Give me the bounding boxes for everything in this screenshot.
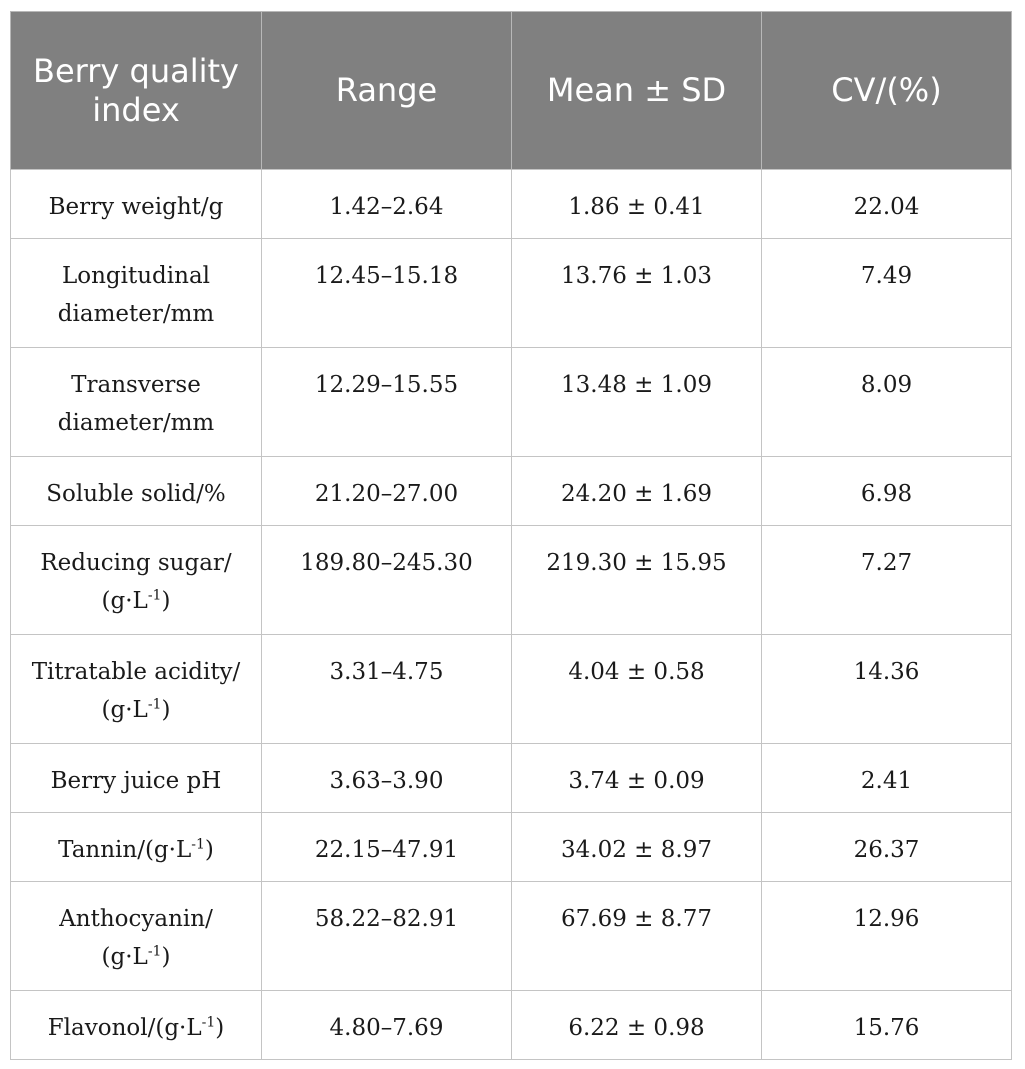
table-row: Anthocyanin/ (g·L-1) 58.22–82.91 67.69 ±… [10,881,1012,991]
cv-cell: 7.27 [761,525,1012,635]
cv-cell: 7.49 [761,238,1012,348]
mean-sd-cell: 24.20 ± 1.69 [511,456,762,526]
mean-sd-cell: 4.04 ± 0.58 [511,634,762,744]
table-row: Transverse diameter/mm 12.29–15.55 13.48… [10,347,1012,457]
index-text: Soluble solid/% [46,481,226,507]
cv-cell: 14.36 [761,634,1012,744]
mean-sd-cell: 13.48 ± 1.09 [511,347,762,457]
range-cell: 1.42–2.64 [261,169,512,239]
table-row: Berry juice pH 3.63–3.90 3.74 ± 0.09 2.4… [10,743,1012,813]
range-cell: 3.63–3.90 [261,743,512,813]
row-index-label: Flavonol/(g·L-1) [10,990,262,1060]
index-text-line2: diameter/mm [57,410,215,436]
index-text: Tannin/(g·L-1) [58,836,214,863]
row-index-label: Transverse diameter/mm [10,347,262,457]
header-mean-sd: Mean ± SD [511,11,762,170]
cv-cell: 8.09 [761,347,1012,457]
unit-text: (g·L-1) [101,696,171,723]
range-cell: 189.80–245.30 [261,525,512,635]
berry-quality-table: Berry quality index Range Mean ± SD CV/(… [10,11,1012,1060]
row-index-label: Tannin/(g·L-1) [10,812,262,882]
index-text: Titratable acidity/ [31,659,241,685]
row-index-label: Reducing sugar/ (g·L-1) [10,525,262,635]
range-cell: 12.29–15.55 [261,347,512,457]
mean-sd-cell: 13.76 ± 1.03 [511,238,762,348]
cv-cell: 6.98 [761,456,1012,526]
index-text-line2: diameter/mm [57,301,215,327]
index-text: Reducing sugar/ [40,550,232,576]
table-header: Berry quality index Range Mean ± SD CV/(… [10,11,1012,170]
cv-cell: 15.76 [761,990,1012,1060]
row-index-label: Soluble solid/% [10,456,262,526]
table-body: Berry weight/g 1.42–2.64 1.86 ± 0.41 22.… [10,169,1012,1060]
index-text: Berry weight/g [48,194,224,220]
row-index-label: Berry weight/g [10,169,262,239]
range-cell: 3.31–4.75 [261,634,512,744]
cv-cell: 2.41 [761,743,1012,813]
row-index-label: Anthocyanin/ (g·L-1) [10,881,262,991]
mean-sd-cell: 219.30 ± 15.95 [511,525,762,635]
table-row: Soluble solid/% 21.20–27.00 24.20 ± 1.69… [10,456,1012,526]
table-row: Longitudinal diameter/mm 12.45–15.18 13.… [10,238,1012,348]
row-index-label: Longitudinal diameter/mm [10,238,262,348]
range-cell: 21.20–27.00 [261,456,512,526]
mean-sd-cell: 1.86 ± 0.41 [511,169,762,239]
table-row: Reducing sugar/ (g·L-1) 189.80–245.30 21… [10,525,1012,635]
header-berry-quality-index: Berry quality index [10,11,262,170]
range-cell: 12.45–15.18 [261,238,512,348]
row-index-label: Berry juice pH [10,743,262,813]
cv-cell: 22.04 [761,169,1012,239]
mean-sd-cell: 6.22 ± 0.98 [511,990,762,1060]
header-cv: CV/(%) [761,11,1012,170]
header-row: Berry quality index Range Mean ± SD CV/(… [10,11,1012,170]
header-range: Range [261,11,512,170]
table-row: Berry weight/g 1.42–2.64 1.86 ± 0.41 22.… [10,169,1012,239]
row-index-label: Titratable acidity/ (g·L-1) [10,634,262,744]
index-text: Transverse [71,372,201,398]
mean-sd-cell: 67.69 ± 8.77 [511,881,762,991]
table-row: Flavonol/(g·L-1) 4.80–7.69 6.22 ± 0.98 1… [10,990,1012,1060]
unit-text: (g·L-1) [101,587,171,614]
mean-sd-cell: 3.74 ± 0.09 [511,743,762,813]
index-text: Anthocyanin/ [59,906,213,932]
range-cell: 4.80–7.69 [261,990,512,1060]
cv-cell: 26.37 [761,812,1012,882]
table-row: Titratable acidity/ (g·L-1) 3.31–4.75 4.… [10,634,1012,744]
range-cell: 22.15–47.91 [261,812,512,882]
table-row: Tannin/(g·L-1) 22.15–47.91 34.02 ± 8.97 … [10,812,1012,882]
range-cell: 58.22–82.91 [261,881,512,991]
index-text: Berry juice pH [50,768,222,794]
cv-cell: 12.96 [761,881,1012,991]
unit-text: (g·L-1) [101,943,171,970]
index-text: Flavonol/(g·L-1) [47,1014,225,1041]
index-text: Longitudinal [61,263,211,289]
mean-sd-cell: 34.02 ± 8.97 [511,812,762,882]
